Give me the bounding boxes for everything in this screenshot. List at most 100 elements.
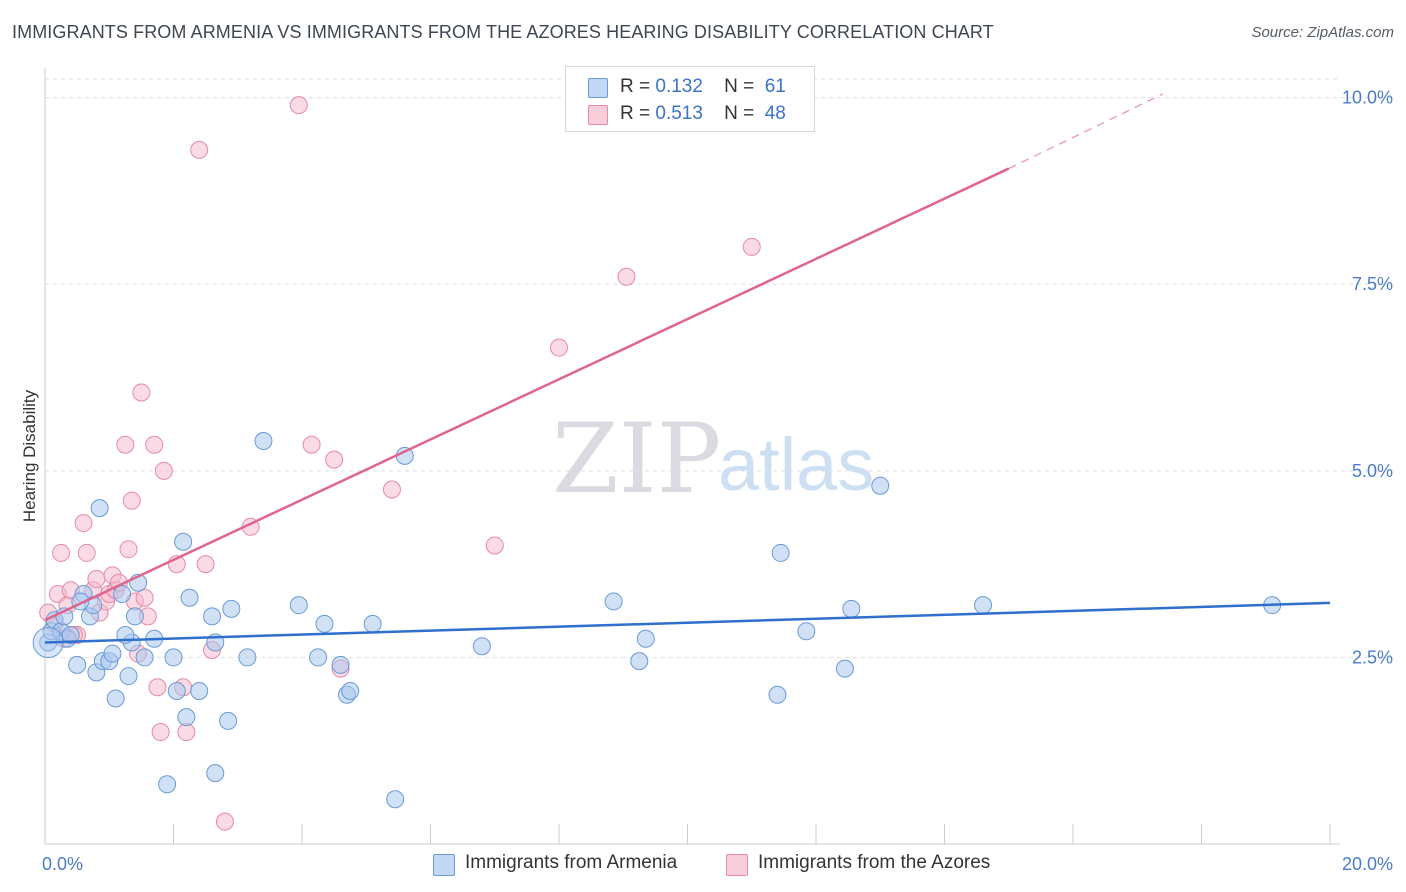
- trend-lines: [44, 93, 1331, 644]
- y-tick-label-3: 10.0%: [1342, 88, 1393, 108]
- azores-point-45: [742, 237, 761, 256]
- armenia-point-37: [289, 596, 308, 615]
- armenia-point-55: [871, 476, 890, 495]
- azores-point-42: [485, 536, 504, 555]
- azores-point-17: [116, 435, 135, 454]
- azores-point-35: [215, 812, 234, 831]
- x-tick-label-min: 0.0%: [42, 854, 83, 874]
- source-label: Source: ZipAtlas.com: [1251, 24, 1394, 41]
- legend-n-value-azores: 48: [764, 103, 786, 124]
- stats-legend: R = 0.132 N = 61 R = 0.513 N = 48: [565, 66, 815, 132]
- armenia-point-19: [125, 607, 144, 626]
- azores-trend-line: [44, 167, 1010, 622]
- azores-point-41: [382, 480, 401, 499]
- armenia-point-36: [254, 431, 273, 450]
- armenia-point-56: [974, 596, 993, 615]
- y-tick-label-2: 7.5%: [1352, 274, 1393, 294]
- legend-n-value-armenia: 61: [764, 76, 786, 97]
- bottom-legend-swatch-armenia: [433, 854, 455, 876]
- azores-point-26: [148, 678, 167, 697]
- azores-point-27: [151, 723, 170, 742]
- azores-point-28: [154, 461, 173, 480]
- legend-text-azores: R = 0.513 N = 48: [620, 103, 786, 125]
- y-tick-labels: 2.5% 5.0% 7.5% 10.0%: [1342, 88, 1393, 668]
- azores-point-44: [617, 267, 636, 286]
- y-tick-label-0: 2.5%: [1352, 647, 1393, 667]
- bottom-legend-swatch-azores: [726, 854, 748, 876]
- armenia-point-28: [180, 588, 199, 607]
- azores-point-7: [74, 514, 93, 533]
- armenia-point-26: [174, 532, 193, 551]
- azores-point-39: [325, 450, 344, 469]
- legend-text-armenia: R = 0.132 N = 61: [620, 76, 786, 98]
- legend-swatch-armenia: [588, 78, 608, 98]
- armenia-point-46: [472, 637, 491, 656]
- azores-point-19: [122, 491, 141, 510]
- armenia-point-16: [113, 584, 132, 603]
- armenia-point-42: [341, 682, 360, 700]
- armenia-point-17: [119, 667, 138, 686]
- legend-swatch-azores: [588, 105, 608, 125]
- watermark-atlas: atlas: [718, 423, 874, 506]
- azores-point-32: [190, 140, 209, 159]
- x-ticks: [44, 824, 1331, 844]
- grid-lines: [45, 78, 1392, 658]
- axes: [44, 68, 1340, 845]
- armenia-point-29: [190, 682, 209, 700]
- armenia-point-40: [331, 655, 350, 674]
- armenia-point-43: [363, 614, 382, 633]
- armenia-point-39: [315, 614, 334, 633]
- legend-r-label-azores: R =: [620, 103, 651, 124]
- armenia-point-6: [68, 655, 87, 674]
- bottom-legend-label-armenia: Immigrants from Armenia: [465, 852, 678, 873]
- y-tick-label-1: 5.0%: [1352, 461, 1393, 481]
- armenia-point-21: [135, 648, 154, 667]
- azores-point-3: [52, 543, 71, 562]
- legend-n-label-azores: N =: [724, 103, 755, 124]
- bottom-legend-label-azores: Immigrants from the Azores: [758, 852, 991, 873]
- azores-point-25: [145, 435, 164, 454]
- armenia-point-24: [164, 648, 183, 667]
- armenia-point-47: [604, 592, 623, 611]
- armenia-point-30: [203, 607, 222, 626]
- armenia-point-49: [636, 629, 655, 648]
- armenia-point-54: [842, 599, 861, 618]
- azores-point-38: [302, 435, 321, 454]
- armenia-point-15: [106, 689, 125, 708]
- armenia-point-51: [771, 543, 790, 562]
- x-tick-label-max: 20.0%: [1342, 854, 1393, 874]
- azores-point-18: [119, 540, 138, 559]
- armenia-point-32: [206, 764, 225, 783]
- legend-r-label-armenia: R =: [620, 76, 651, 97]
- armenia-point-33: [219, 711, 238, 730]
- legend-r-value-armenia: 0.132: [655, 76, 703, 97]
- legend-n-label-armenia: N =: [724, 76, 755, 97]
- y-axis-title: Hearing Disability: [20, 389, 39, 522]
- azores-trend-extension: [1008, 93, 1164, 170]
- azores-point-23: [135, 588, 154, 607]
- armenia-point-52: [797, 622, 816, 641]
- azores-point-10: [87, 570, 106, 589]
- azores-point-43: [550, 338, 568, 357]
- armenia-point-50: [768, 685, 787, 704]
- armenia-point-44: [386, 790, 405, 809]
- azores-point-8: [77, 543, 96, 562]
- armenia-point-58: [61, 626, 80, 645]
- armenia-point-25: [167, 682, 186, 700]
- armenia-trend-line: [44, 601, 1331, 644]
- watermark-zip: ZIP: [552, 403, 721, 515]
- armenia-point-34: [222, 599, 241, 618]
- armenia-point-14: [103, 644, 122, 663]
- armenia-point-35: [238, 648, 257, 667]
- armenia-point-27: [177, 708, 196, 727]
- azores-point-37: [289, 96, 308, 115]
- armenia-point-11: [90, 499, 109, 518]
- azores-point-33: [196, 555, 215, 574]
- armenia-point-53: [835, 659, 854, 678]
- armenia-point-48: [630, 652, 649, 671]
- legend-r-value-azores: 0.513: [655, 103, 703, 124]
- chart-title: IMMIGRANTS FROM ARMENIA VS IMMIGRANTS FR…: [12, 22, 994, 42]
- azores-point-22: [132, 383, 151, 402]
- armenia-point-23: [158, 775, 177, 794]
